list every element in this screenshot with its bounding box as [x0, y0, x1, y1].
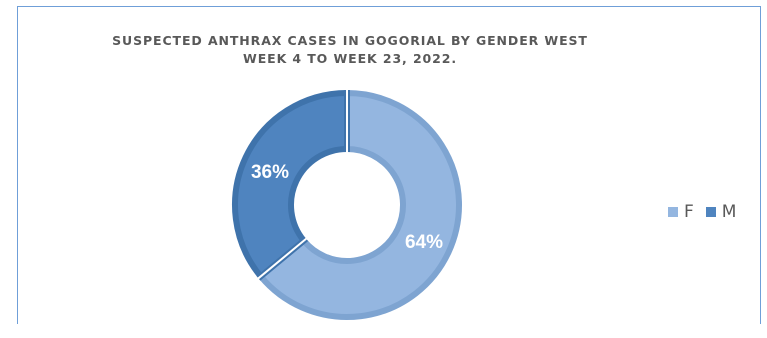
- legend-swatch-m: [705, 207, 716, 217]
- legend-item-f: F: [668, 202, 694, 222]
- donut-slice-m: [232, 89, 350, 281]
- legend: F M: [668, 202, 748, 222]
- donut-separator: [256, 237, 308, 280]
- chart-title: SUSPECTED ANTHRAX CASES IN GOGORIAL BY G…: [100, 32, 600, 68]
- legend-label-f: F: [684, 202, 694, 222]
- data-label-f: 64%: [405, 232, 443, 253]
- data-label-m: 36%: [251, 162, 289, 183]
- legend-item-m: M: [705, 202, 737, 222]
- legend-label-m: M: [721, 202, 737, 222]
- donut-slice-f: [256, 89, 462, 320]
- chart-title-line-2: WEEK 4 TO WEEK 23, 2022.: [243, 51, 457, 66]
- chart-title-line-1: SUSPECTED ANTHRAX CASES IN GOGORIAL BY G…: [112, 33, 588, 48]
- chart-frame: [17, 6, 761, 324]
- legend-swatch-f: [668, 207, 678, 217]
